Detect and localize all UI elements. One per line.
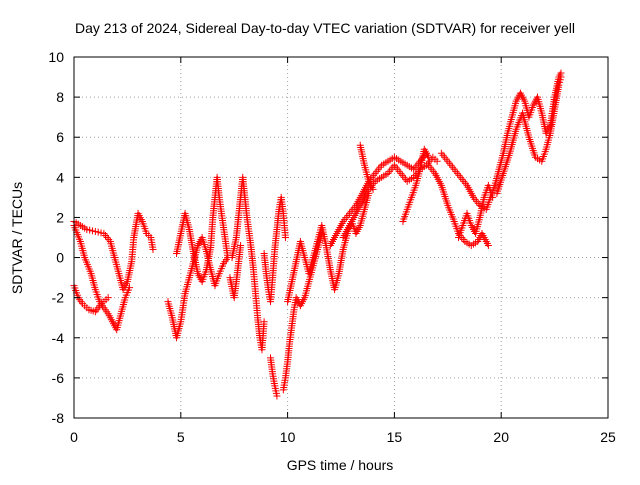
data-point <box>126 284 134 292</box>
series-0 <box>70 209 157 294</box>
y-tick-label: 4 <box>56 169 64 185</box>
x-axis-label: GPS time / hours <box>287 457 394 473</box>
data-point <box>489 193 497 201</box>
series-9 <box>279 229 326 394</box>
data-point <box>104 294 112 302</box>
data-point <box>86 226 94 234</box>
data-point <box>237 242 245 250</box>
data-point <box>281 234 289 241</box>
y-tick-label: 2 <box>56 209 64 225</box>
data-point <box>433 157 441 165</box>
x-tick-label: 5 <box>177 429 185 445</box>
data-point <box>260 318 268 326</box>
data-point <box>425 153 433 161</box>
y-tick-label: 10 <box>48 49 64 65</box>
y-tick-label: -8 <box>52 410 65 426</box>
series-4 <box>173 173 232 286</box>
x-tick-label: 20 <box>493 429 509 445</box>
series-18 <box>493 73 565 197</box>
series-6 <box>226 242 245 302</box>
plot-frame <box>73 56 609 419</box>
chart-title: Day 213 of 2024, Sidereal Day-to-day VTE… <box>75 20 575 36</box>
series-1 <box>70 221 134 334</box>
x-tick-label: 25 <box>600 429 616 445</box>
series-15 <box>425 161 492 250</box>
y-axis-label: SDTVAR / TECUs <box>9 182 25 294</box>
data-point <box>557 73 565 81</box>
series-7 <box>267 354 281 400</box>
data-point <box>83 225 91 233</box>
series-14 <box>399 145 433 225</box>
series-17 <box>454 181 497 241</box>
series-8 <box>260 193 289 306</box>
data-points <box>70 69 565 400</box>
y-tick-label: -6 <box>52 370 65 386</box>
data-point <box>369 185 377 193</box>
axis-ticks: 0 5 10 15 20 25 -8 -6 -4 -2 0 2 4 6 8 10 <box>48 49 616 445</box>
series-13 <box>356 141 377 193</box>
y-tick-label: 6 <box>56 129 64 145</box>
x-tick-label: 10 <box>280 429 296 445</box>
data-point <box>94 228 102 236</box>
data-point <box>484 242 492 250</box>
data-point <box>91 227 99 235</box>
series-3 <box>164 234 232 342</box>
x-tick-label: 15 <box>387 429 403 445</box>
data-point <box>149 246 157 254</box>
y-tick-label: -2 <box>52 290 65 306</box>
series-10 <box>284 189 373 306</box>
y-tick-label: -4 <box>52 330 65 346</box>
y-tick-label: 8 <box>56 89 64 105</box>
data-point <box>273 392 281 400</box>
series-16 <box>437 69 565 213</box>
data-point <box>89 227 97 235</box>
x-tick-label: 0 <box>70 429 78 445</box>
data-point <box>97 229 105 237</box>
series-5 <box>228 173 268 354</box>
y-tick-label: 0 <box>56 250 64 266</box>
series-12 <box>339 153 441 241</box>
